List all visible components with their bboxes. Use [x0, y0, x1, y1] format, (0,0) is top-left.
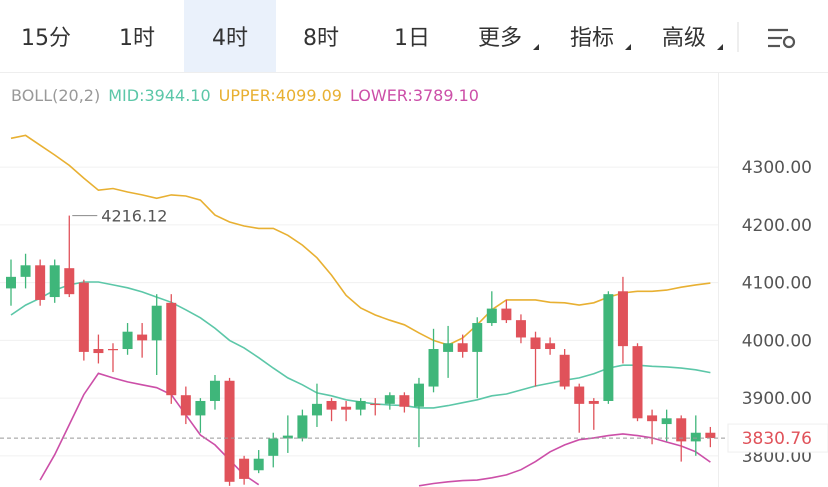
candle-body: [326, 400, 337, 410]
candle-body: [6, 276, 16, 289]
candle-body: [282, 435, 293, 439]
candle-body: [530, 337, 541, 350]
tab[interactable]: 1日: [394, 26, 430, 51]
candle-body: [647, 415, 658, 422]
candle-body: [78, 282, 89, 352]
band-line: [39, 372, 711, 487]
candle-body: [151, 305, 162, 341]
candle-body: [661, 418, 672, 425]
candle-body: [209, 380, 220, 401]
last-price-label: 3830.76: [742, 429, 812, 449]
candle-body: [399, 395, 410, 407]
candle-body: [311, 403, 322, 416]
candle-body: [443, 343, 454, 352]
candle-body: [486, 308, 497, 324]
dropdown-caret: [625, 44, 631, 50]
candle-body: [705, 432, 716, 439]
tab[interactable]: 指标: [570, 26, 614, 51]
candle-body: [239, 458, 250, 479]
candle-body: [545, 343, 556, 350]
tab[interactable]: 更多: [478, 26, 522, 51]
indicator-legend: BOLL(20,2) MID:3944.10 UPPER:4099.09 LOWER:…: [11, 86, 479, 105]
tab[interactable]: 15分: [21, 26, 71, 51]
candle-body: [253, 458, 264, 471]
tab[interactable]: 8时: [303, 26, 339, 51]
candle-body: [297, 415, 308, 439]
candle-body: [49, 265, 60, 298]
settings-icon[interactable]: [768, 28, 796, 49]
tab[interactable]: 4时: [212, 26, 248, 51]
tab-highlight: [184, 0, 276, 72]
candle-body: [588, 400, 599, 404]
candle-body: [617, 291, 628, 347]
legend-entry: MID:3944.10: [108, 86, 210, 105]
legend-entry: LOWER:3789.10: [350, 86, 479, 105]
y-tick-label: 4100.00: [742, 274, 812, 294]
band-line: [10, 134, 711, 346]
candle-body: [632, 346, 643, 419]
candle-body: [93, 349, 104, 354]
candle-body: [35, 265, 46, 300]
candle-body: [501, 308, 512, 321]
candle-body: [690, 432, 701, 442]
candle-body: [428, 349, 439, 387]
candle-body: [268, 438, 279, 456]
candle-body: [224, 380, 235, 482]
y-tick-label: 3900.00: [742, 389, 812, 409]
candle-body: [355, 400, 366, 410]
candle-body: [341, 406, 352, 410]
candle-body: [472, 323, 483, 352]
tab[interactable]: 高级: [662, 26, 706, 51]
candle-body: [515, 320, 526, 338]
dropdown-caret: [717, 44, 723, 50]
candle-body: [20, 265, 31, 277]
candle-body: [603, 294, 614, 401]
indicator-name: BOLL(20,2): [11, 86, 100, 105]
dropdown-caret: [533, 44, 539, 50]
candle-body: [574, 386, 585, 404]
legend-entry: UPPER:4099.09: [219, 86, 342, 105]
y-tick-label: 4200.00: [742, 216, 812, 236]
last-price-box: [727, 423, 828, 453]
annotation-label: 4216.12: [101, 207, 167, 226]
candle-body: [166, 302, 177, 396]
candle-body: [64, 268, 75, 295]
candle-body: [457, 343, 468, 352]
y-tick-label: 4000.00: [742, 331, 812, 351]
candle-body: [413, 383, 424, 407]
candle-body: [137, 334, 148, 341]
candle-body: [180, 395, 191, 416]
candle-body: [370, 403, 381, 406]
candle-body: [676, 418, 687, 442]
candle-body: [559, 354, 570, 387]
candle-body: [384, 395, 395, 404]
y-tick-label: 4300.00: [742, 158, 812, 178]
tab[interactable]: 1时: [119, 26, 155, 51]
candle-body: [107, 349, 118, 351]
candle-body: [122, 331, 133, 350]
candle-body: [195, 400, 206, 416]
